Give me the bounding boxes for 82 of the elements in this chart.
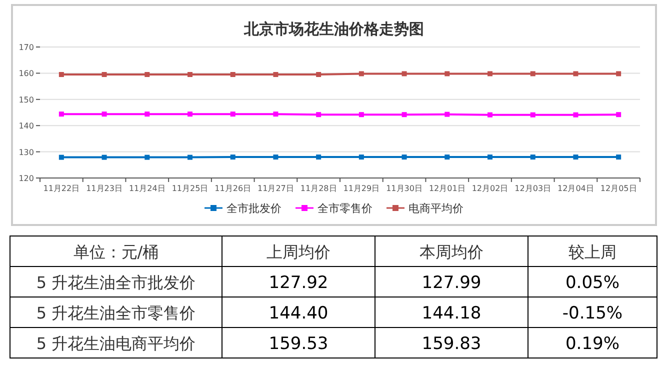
y-tick-label: 170 (18, 43, 34, 52)
point (58, 154, 64, 160)
chart-title: 北京市场花生油价格走势图 (243, 20, 424, 38)
point (402, 154, 407, 160)
y-tick-label: 140 (18, 122, 34, 131)
point (102, 72, 107, 78)
point (273, 112, 278, 117)
y-tick-label: 160 (18, 69, 34, 78)
text: 0.19% (565, 334, 620, 354)
point (316, 112, 322, 118)
point (488, 112, 492, 118)
text: 144.40 (268, 303, 328, 324)
x-tick-label: 11月26日 (214, 184, 252, 193)
x-tick-label: 12月01日 (428, 184, 466, 193)
text: 单位：元/桶 (73, 242, 159, 262)
point (488, 71, 492, 76)
point (358, 71, 364, 76)
point (444, 112, 450, 117)
y-tick-label: 120 (18, 174, 34, 183)
x-tick-label: 11月30日 (386, 184, 422, 193)
point (616, 154, 622, 160)
point (402, 112, 407, 118)
point (530, 112, 536, 118)
point (358, 112, 364, 118)
x-tick-label: 11月24日 (128, 184, 166, 193)
text: 159.53 (268, 334, 328, 354)
point (230, 154, 236, 160)
point (58, 72, 64, 78)
text: 上周均价 (266, 242, 330, 262)
text: 127.92 (268, 272, 328, 293)
y-tick-label: 150 (18, 95, 34, 104)
point (230, 112, 236, 117)
text: 144.18 (422, 303, 482, 324)
x-tick-label: 12月04日 (558, 184, 594, 193)
x-tick-label: 11月25日 (172, 184, 208, 193)
point (530, 71, 536, 76)
x-tick-label: 11月22日 (43, 184, 80, 193)
point (316, 154, 322, 160)
point (573, 154, 578, 160)
x-tick-label: 12月03日 (514, 184, 552, 193)
point (188, 154, 192, 160)
point (273, 72, 278, 78)
x-tick-label: 11月27日 (258, 184, 294, 193)
x-tick-label: 11月23日 (86, 184, 122, 193)
point (144, 112, 150, 117)
text: 0.05% (565, 272, 620, 293)
point (358, 154, 364, 160)
point (444, 71, 450, 76)
point (573, 112, 578, 118)
text: -0.15% (562, 303, 623, 324)
legend-label: 电商平均价 (408, 202, 464, 215)
point (573, 71, 578, 76)
point (144, 154, 150, 160)
point (230, 72, 236, 78)
point (144, 72, 150, 78)
point (616, 112, 622, 118)
point (102, 112, 107, 117)
text: 159.83 (422, 334, 482, 354)
point (444, 154, 450, 160)
text: 本周均价 (420, 242, 484, 262)
x-tick-label: 11月29日 (343, 184, 380, 193)
point (316, 72, 322, 78)
text: 127.99 (422, 272, 482, 293)
point (102, 154, 107, 160)
point (273, 154, 278, 160)
legend-label: 全市批发价 (226, 202, 282, 215)
point (188, 72, 192, 78)
point (616, 71, 622, 76)
x-tick-label: 11月28日 (300, 184, 337, 193)
legend-label: 全市零售价 (318, 202, 372, 215)
text: 5 升花生油全市批发价 (36, 272, 196, 292)
point (530, 154, 536, 160)
y-tick-label: 130 (18, 148, 34, 157)
text: 较上周 (568, 242, 616, 262)
text: 5 升花生油电商平均价 (36, 334, 196, 353)
x-tick-label: 12月05日 (600, 184, 637, 193)
point (402, 71, 407, 76)
point (58, 112, 64, 117)
point (188, 112, 192, 117)
x-tick-label: 12月02日 (472, 184, 508, 193)
point (488, 154, 492, 160)
text: 5 升花生油全市零售价 (36, 303, 196, 322)
